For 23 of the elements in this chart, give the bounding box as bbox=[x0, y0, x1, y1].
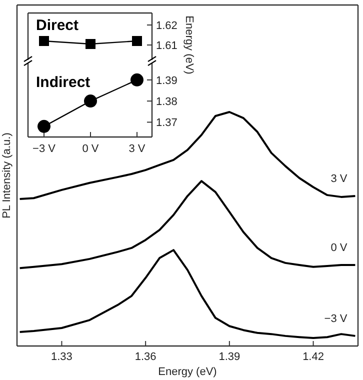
y-tick-label: 1.62 bbox=[156, 20, 178, 32]
x-tick-label: 1.36 bbox=[134, 351, 156, 363]
annotation: Direct bbox=[36, 17, 79, 34]
x-axis-title: Energy (eV) bbox=[158, 366, 217, 378]
point bbox=[38, 120, 50, 133]
point bbox=[84, 94, 97, 108]
y-axis-title: Energy (eV) bbox=[183, 16, 195, 74]
x-tick-label: 1.33 bbox=[51, 351, 72, 363]
y-tick-label: 1.61 bbox=[156, 40, 178, 52]
y-tick-label: 1.37 bbox=[156, 117, 178, 130]
x-tick-label: 1.39 bbox=[218, 351, 240, 363]
series-label: 3 V bbox=[330, 173, 348, 186]
x-tick-label: −3 V bbox=[32, 143, 56, 155]
annotation: Indirect bbox=[36, 74, 90, 91]
y-axis-title: PL Intensity (a.u.) bbox=[1, 132, 13, 218]
point bbox=[130, 73, 144, 86]
series-label: 0 V bbox=[330, 242, 348, 254]
y-tick-label: 1.38 bbox=[156, 96, 178, 108]
y-tick-label: 1.39 bbox=[156, 74, 178, 87]
x-tick-label: 3 V bbox=[128, 143, 146, 155]
x-tick-label: 1.42 bbox=[302, 351, 324, 363]
series-label: −3 V bbox=[324, 312, 348, 325]
x-tick-label: 0 V bbox=[82, 143, 100, 155]
